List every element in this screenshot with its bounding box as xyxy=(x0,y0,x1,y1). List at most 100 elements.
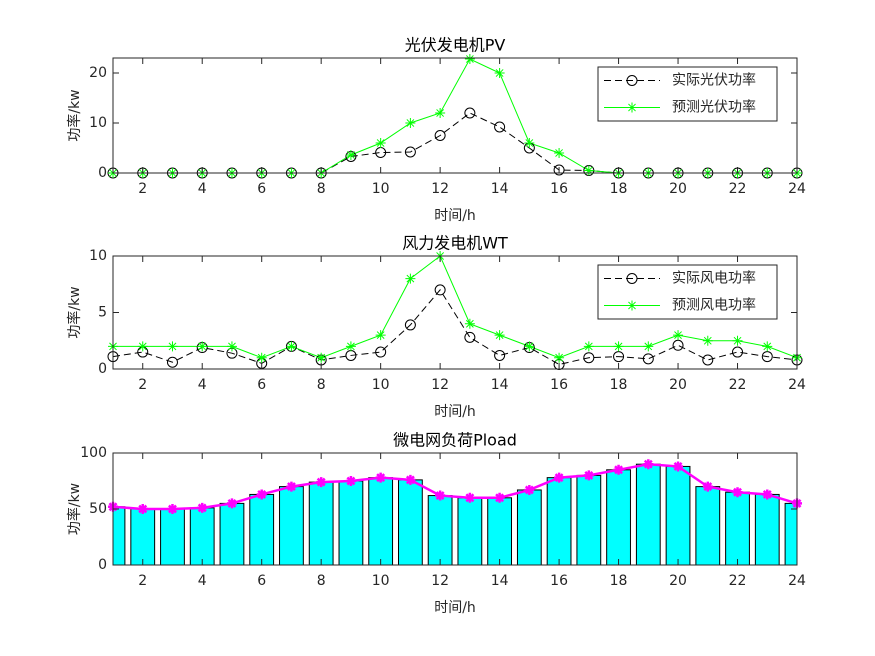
data-point xyxy=(434,130,446,141)
data-point xyxy=(404,146,416,158)
series-line xyxy=(113,112,797,173)
bar xyxy=(219,502,245,565)
y-tick-label: 100 xyxy=(80,445,107,461)
legend-marker xyxy=(627,300,637,311)
x-tick-label: 8 xyxy=(317,573,326,589)
data-point xyxy=(286,481,297,492)
bar xyxy=(308,481,334,565)
bar xyxy=(130,508,156,565)
bar xyxy=(189,507,215,565)
y-tick-label: 0 xyxy=(98,361,107,377)
x-tick-label: 22 xyxy=(729,181,747,197)
y-axis-label: 功率/kw xyxy=(66,286,83,338)
legend-label: 实际光伏功率 xyxy=(672,72,756,89)
data-point xyxy=(554,148,565,158)
data-point xyxy=(494,349,506,361)
data-point xyxy=(166,356,178,368)
data-point xyxy=(316,352,327,363)
data-point xyxy=(524,138,535,148)
axes-box xyxy=(112,57,798,174)
legend-marker xyxy=(627,102,637,113)
bar xyxy=(576,474,602,565)
bar xyxy=(113,506,126,565)
x-tick-label: 12 xyxy=(431,377,449,393)
data-point xyxy=(762,489,773,500)
legend-label: 预测风电功率 xyxy=(672,297,756,314)
chart-title: 风力发电机WT xyxy=(402,234,508,253)
x-tick-label: 10 xyxy=(372,573,390,589)
x-tick-label: 8 xyxy=(317,181,326,197)
data-point xyxy=(404,319,416,331)
bar xyxy=(279,486,304,565)
plot-content xyxy=(113,58,797,173)
x-tick-label: 24 xyxy=(788,181,806,197)
x-tick-label: 4 xyxy=(198,573,207,589)
data-point xyxy=(643,459,654,470)
x-axis-label: 时间/h xyxy=(434,404,476,420)
x-tick-label: 18 xyxy=(610,181,628,197)
series-line xyxy=(113,289,797,366)
y-tick-label: 50 xyxy=(89,501,107,517)
data-point xyxy=(137,504,148,514)
data-point xyxy=(583,341,594,352)
data-point xyxy=(583,165,594,176)
x-tick-label: 4 xyxy=(198,377,207,393)
data-point xyxy=(494,330,505,341)
bar xyxy=(725,491,750,565)
data-point xyxy=(435,490,446,501)
y-tick-label: 5 xyxy=(98,305,107,321)
bar xyxy=(635,463,661,565)
chart-title: 微电网负荷Pload xyxy=(393,431,517,450)
plot-content xyxy=(113,462,797,565)
data-point xyxy=(256,352,267,363)
legend-label: 实际风电功率 xyxy=(672,270,756,287)
legend-marker xyxy=(626,273,638,284)
legend-box xyxy=(597,66,778,122)
bar xyxy=(427,495,453,565)
y-tick-label: 10 xyxy=(89,248,107,264)
x-tick-label: 8 xyxy=(317,377,326,393)
data-point xyxy=(643,341,654,352)
bar xyxy=(397,479,423,565)
x-tick-label: 12 xyxy=(431,181,449,197)
data-point xyxy=(405,118,416,128)
x-tick-label: 16 xyxy=(550,181,568,197)
bar xyxy=(249,493,275,565)
x-tick-label: 22 xyxy=(729,377,747,393)
bar xyxy=(606,469,631,565)
data-point xyxy=(583,470,594,481)
legend-label: 预测光伏功率 xyxy=(672,99,756,116)
data-point xyxy=(702,481,713,492)
y-tick-label: 0 xyxy=(98,165,107,181)
y-tick-label: 10 xyxy=(89,115,107,131)
bar xyxy=(665,465,691,565)
data-point xyxy=(167,504,178,514)
data-point xyxy=(375,138,386,148)
x-axis-label: 时间/h xyxy=(434,208,476,224)
data-point xyxy=(554,472,565,483)
y-tick-label: 20 xyxy=(89,65,107,81)
legend-box xyxy=(597,264,778,320)
x-tick-label: 18 xyxy=(610,573,628,589)
data-point xyxy=(434,284,446,296)
x-tick-label: 14 xyxy=(491,573,509,589)
x-tick-label: 16 xyxy=(550,573,568,589)
data-point xyxy=(494,68,505,78)
chart-title: 光伏发电机PV xyxy=(405,36,506,55)
data-point xyxy=(375,346,387,358)
x-tick-label: 2 xyxy=(138,377,147,393)
x-tick-label: 2 xyxy=(138,573,147,589)
x-tick-label: 6 xyxy=(257,181,266,197)
data-point xyxy=(524,341,535,352)
data-point xyxy=(494,121,506,133)
x-tick-label: 16 xyxy=(550,377,568,393)
plot-area xyxy=(113,453,797,565)
data-point xyxy=(226,341,237,352)
data-point xyxy=(405,273,416,284)
data-point xyxy=(613,464,624,475)
x-tick-label: 10 xyxy=(372,181,390,197)
data-point xyxy=(167,341,178,352)
x-tick-label: 20 xyxy=(669,573,687,589)
bar xyxy=(368,477,394,565)
